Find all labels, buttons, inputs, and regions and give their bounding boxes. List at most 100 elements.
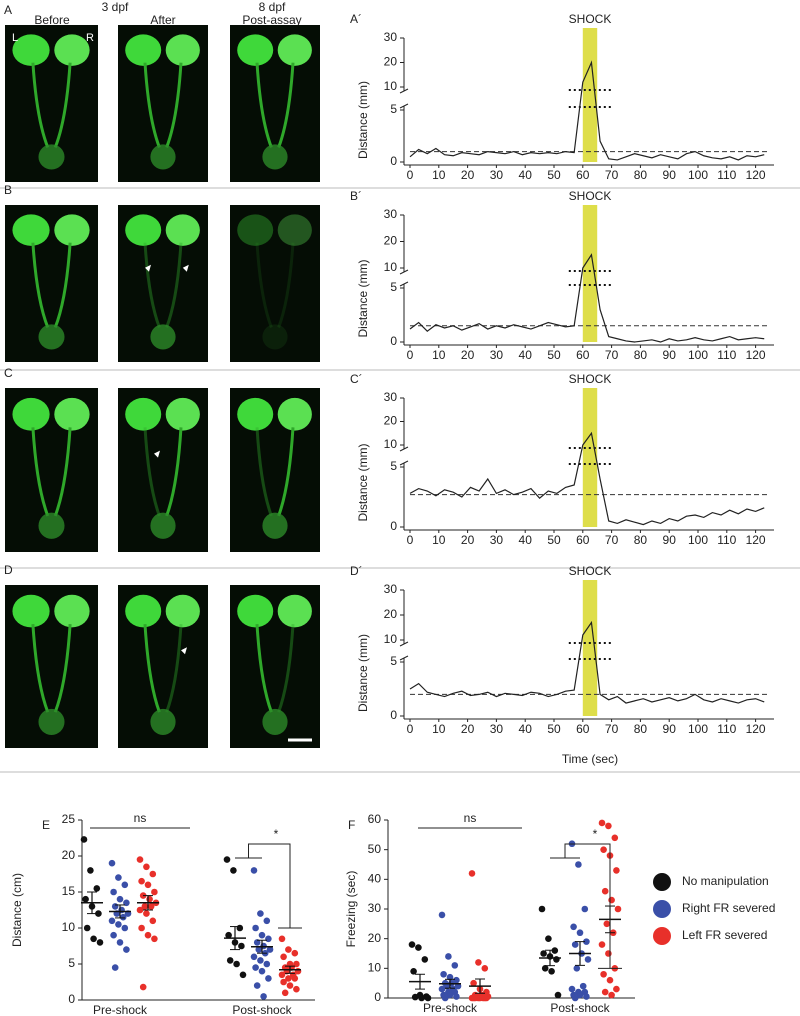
data-point <box>421 956 429 963</box>
data-point <box>226 957 234 964</box>
y-tick-label: 30 <box>384 207 398 221</box>
x-tick-label: 120 <box>746 722 766 736</box>
series-line <box>409 253 765 343</box>
data-point <box>136 906 144 914</box>
data-point <box>471 994 479 1002</box>
y-tick-label: 30 <box>384 390 398 404</box>
data-point <box>581 905 589 913</box>
data-point <box>151 935 158 943</box>
fasciculus <box>277 62 295 148</box>
x-tick-label: 100 <box>688 348 708 362</box>
fasciculus <box>31 624 50 713</box>
data-point <box>608 896 615 904</box>
panel-letter: B´ <box>350 189 362 203</box>
data-point <box>82 895 89 903</box>
x-tick-label: 10 <box>432 722 446 736</box>
data-point <box>601 887 609 895</box>
data-point <box>606 976 614 984</box>
lr-label: L <box>12 32 18 44</box>
panel-letter: A <box>4 3 12 17</box>
y-tick-label: 50 <box>368 842 382 856</box>
axis-break <box>399 269 409 275</box>
y-axis-label: Freezing (sec) <box>344 871 358 948</box>
data-point <box>291 975 299 982</box>
x-tick-label: 80 <box>634 348 648 362</box>
habenula <box>12 397 50 431</box>
y-tick-label: 20 <box>384 55 398 69</box>
y-axis-label: Distance (mm) <box>356 634 370 712</box>
fasciculus <box>53 62 72 149</box>
data-point <box>441 994 449 1002</box>
x-tick-label: 0 <box>407 722 414 736</box>
ipn <box>262 708 288 735</box>
data-point <box>233 960 240 968</box>
sig-bracket <box>235 843 302 929</box>
habenula <box>12 34 50 66</box>
data-point <box>266 946 274 953</box>
sig-label: ns <box>134 811 147 825</box>
legend-label: No manipulation <box>682 874 769 888</box>
data-point <box>90 935 97 943</box>
data-point <box>553 956 560 963</box>
data-point <box>149 870 157 878</box>
data-point <box>415 944 422 951</box>
ipn <box>150 324 176 350</box>
x-tick-label: 50 <box>547 168 561 182</box>
data-point <box>253 982 261 989</box>
data-point <box>603 920 611 928</box>
x-tick-label: 80 <box>634 533 648 547</box>
habenula <box>277 214 312 246</box>
legend-swatch <box>653 900 671 918</box>
y-tick-label: 5 <box>390 280 397 294</box>
fasciculus <box>31 427 50 517</box>
data-point <box>116 939 124 946</box>
habenula <box>54 214 90 246</box>
data-point <box>139 983 147 991</box>
arrowhead <box>154 450 160 458</box>
habenula <box>237 594 274 628</box>
ipn <box>262 512 288 539</box>
shock-band <box>582 388 598 527</box>
y-tick-label: 0 <box>390 519 397 533</box>
fasciculus <box>53 624 72 713</box>
data-point <box>87 867 94 874</box>
data-point <box>576 991 584 999</box>
ipn <box>150 512 176 539</box>
data-point <box>411 993 419 1001</box>
x-tick-label: 110 <box>717 533 736 547</box>
data-point <box>263 917 271 925</box>
x-tick-label: 10 <box>432 533 446 547</box>
data-point <box>575 861 582 868</box>
micrograph <box>5 388 98 552</box>
micrograph <box>118 585 208 748</box>
x-tick-label: 120 <box>746 168 766 182</box>
arrowhead <box>145 264 151 272</box>
y-axis-label: Distance (mm) <box>356 443 370 521</box>
data-point <box>293 960 300 968</box>
x-tick-label: 30 <box>490 348 504 362</box>
y-tick-label: 40 <box>368 872 382 886</box>
data-point <box>538 905 546 913</box>
data-point <box>250 867 258 874</box>
y-tick-label: 10 <box>368 961 382 975</box>
fasciculus <box>53 427 72 517</box>
x-tick-label: 120 <box>746 348 766 362</box>
x-tick-label: 50 <box>547 533 561 547</box>
data-point <box>123 899 130 907</box>
x-tick-label: 20 <box>461 348 475 362</box>
data-point <box>95 910 102 917</box>
data-point <box>470 979 477 987</box>
ipn <box>38 144 65 170</box>
habenula <box>165 594 200 628</box>
x-tick-label: 20 <box>461 722 475 736</box>
data-point <box>115 874 122 881</box>
y-tick-label: 5 <box>390 654 397 668</box>
data-point <box>80 836 88 843</box>
data-point <box>147 903 155 910</box>
legend-label: Right FR severed <box>682 901 775 915</box>
data-point <box>418 994 425 1002</box>
series-line <box>409 60 765 161</box>
habenula <box>237 34 274 66</box>
